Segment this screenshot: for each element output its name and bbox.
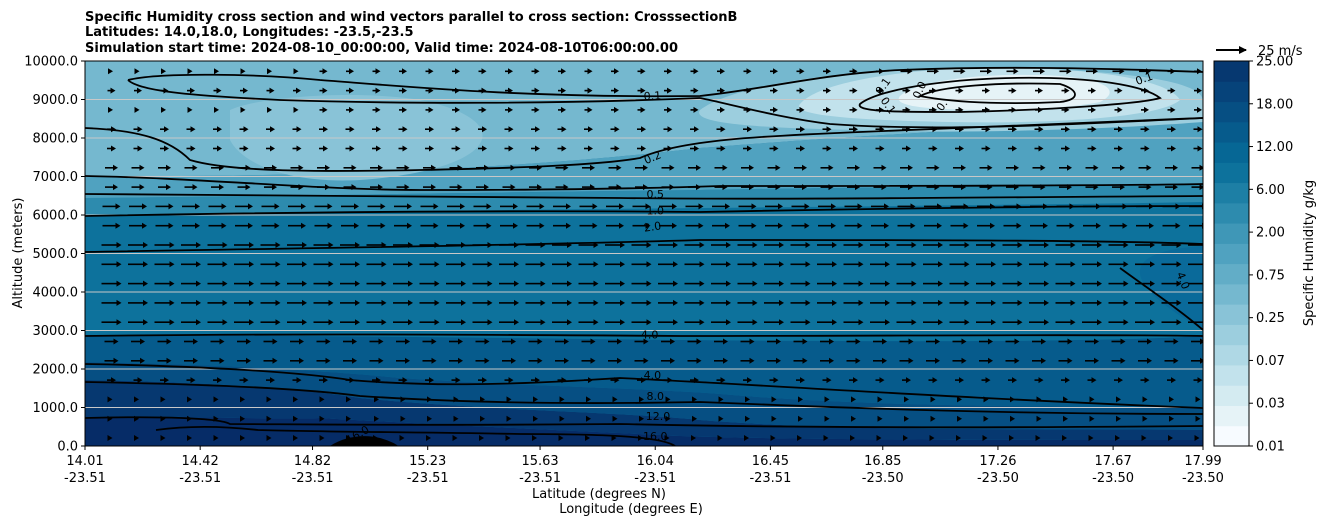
colorbar-tick-label: 0.25 [1256,311,1285,326]
x-tick-label-lat: 17.26 [979,454,1016,469]
contour-label-group: 8.0 [643,389,668,403]
x-tick-label-lat: 16.85 [864,454,901,469]
colorbar-segment [1214,284,1249,305]
x-axis-label-lat: Latitude (degrees N) [532,487,666,502]
colorbar-tick-label: 6.00 [1256,183,1285,198]
wind-vector-head [1203,319,1208,325]
colorbar-segment [1214,304,1249,325]
contour-label: 4.0 [644,369,662,382]
wind-vector-head [1203,261,1208,267]
y-tick-label: 2000.0 [33,363,79,378]
x-tick-label-lon: -23.50 [1182,471,1224,486]
colorbar-segment [1214,324,1249,345]
colorbar-tick-label: 0.75 [1256,268,1285,283]
contour-label: 12.0 [646,410,671,423]
x-tick-label-lat: 17.67 [1095,454,1132,469]
x-tick-label-lon: -23.51 [179,471,221,486]
chart-title-line-1: Specific Humidity cross section and wind… [85,10,737,25]
colorbar-tick-label: 12.00 [1256,140,1293,155]
colorbar-segment [1214,426,1249,447]
contour-label-group: 4.0 [637,327,662,341]
x-axis-label-lon: Longitude (degrees E) [559,502,703,517]
y-tick-label: 5000.0 [33,247,79,262]
y-tick-label: 0.0 [57,440,78,455]
y-tick-label: 6000.0 [33,209,79,224]
x-tick-label-lat: 17.99 [1184,454,1221,469]
y-tick-label: 9000.0 [33,93,79,108]
x-tick-label-lon: -23.50 [1092,471,1134,486]
contour-label: 1.0 [646,204,664,217]
colorbar-segment [1214,183,1249,204]
colorbar-segment [1214,102,1249,123]
y-tick-label: 10000.0 [24,55,78,70]
contour-label: 16.0 [643,430,668,443]
colorbar-segment [1214,405,1249,426]
y-tick-label: 4000.0 [33,286,79,301]
colorbar-segment [1214,264,1249,285]
x-tick-label-lon: -23.51 [292,471,334,486]
colorbar-tick-label: 0.03 [1256,397,1285,412]
contour-label: 0.1 [643,89,661,103]
x-tick-label-lat: 14.82 [294,454,331,469]
figure: Specific Humidity cross section and wind… [0,0,1326,526]
x-tick-label-lon: -23.51 [64,471,106,486]
x-tick-label-lat: 15.23 [409,454,446,469]
colorbar-segment [1214,385,1249,406]
colorbar-segment [1214,142,1249,163]
colorbar-tick-label: 2.00 [1256,226,1285,241]
contour-label: 4.0 [641,328,659,341]
chart-title-line-2: Latitudes: 14.0,18.0, Longitudes: -23.5,… [85,25,414,40]
x-tick-label-lon: -23.51 [634,471,676,486]
x-tick-label-lon: -23.50 [977,471,1019,486]
contour-label: 0.5 [646,188,664,201]
colorbar-segment [1214,122,1249,143]
colorbar-segment [1214,61,1249,82]
wind-vector-head [1203,242,1208,248]
wind-vector-head [1203,300,1208,306]
x-tick-label-lat: 14.42 [182,454,219,469]
contour-label-group: 0.1 [640,88,666,103]
contour-label: 2.0 [643,219,662,234]
x-tick-label-lat: 16.45 [752,454,789,469]
x-tick-label-lon: -23.51 [519,471,561,486]
colorbar-segment [1214,365,1249,386]
colorbar-segment [1214,243,1249,264]
colorbar-label: Specific Humidity g/kg [1302,180,1317,326]
colorbar-segment [1214,345,1249,366]
colorbar-segment [1214,203,1249,224]
y-tick-label: 3000.0 [33,324,79,339]
contour-label-group: 12.0 [642,409,674,423]
x-tick-label-lon: -23.51 [407,471,449,486]
y-tick-label: 7000.0 [33,170,79,185]
colorbar-tick-label: 0.07 [1256,354,1285,369]
colorbar: 0.01 0.03 0.07 0.25 0.75 2.00 6.00 12.00 18.00 25… [1214,55,1293,455]
colorbar-tick-label: 18.00 [1256,97,1293,112]
x-tick-label-lon: -23.50 [862,471,904,486]
colorbar-segment [1214,223,1249,244]
y-tick-label: 1000.0 [33,401,79,416]
x-tick-label-lat: 15.63 [521,454,558,469]
plot-area: 0.10.10.10.00.0.10.20.51.02.04.04.04.08.… [85,61,1208,449]
contour-label: 8.0 [646,390,664,403]
colorbar-segment [1214,81,1249,102]
colorbar-segment [1214,162,1249,183]
contour-label-group: 16.0 [639,429,671,443]
contour-label-group: 0.5 [643,187,668,201]
y-axis: 0.0 1000.0 2000.0 3000.0 4000.0 5000.0 6000.0 7… [24,55,85,455]
x-tick-label-lat: 14.01 [66,454,103,469]
contour-label-group: 1.0 [643,203,668,217]
colorbar-tick-label: 0.01 [1256,440,1285,455]
y-tick-label: 8000.0 [33,132,79,147]
wind-vector-head [1203,281,1208,287]
x-axis: 14.01 -23.51 14.42 -23.51 14.82 -23.51 15.23 -2… [64,446,1224,486]
contour-label-group: 4.0 [640,368,665,382]
x-tick-label-lon: -23.51 [749,471,791,486]
y-axis-label: Altitude (meters) [11,198,26,309]
colorbar-tick-label: 25.00 [1256,55,1293,70]
chart-title-line-3: Simulation start time: 2024-08-10_00:00:… [85,41,678,56]
x-tick-label-lat: 16.04 [637,454,674,469]
